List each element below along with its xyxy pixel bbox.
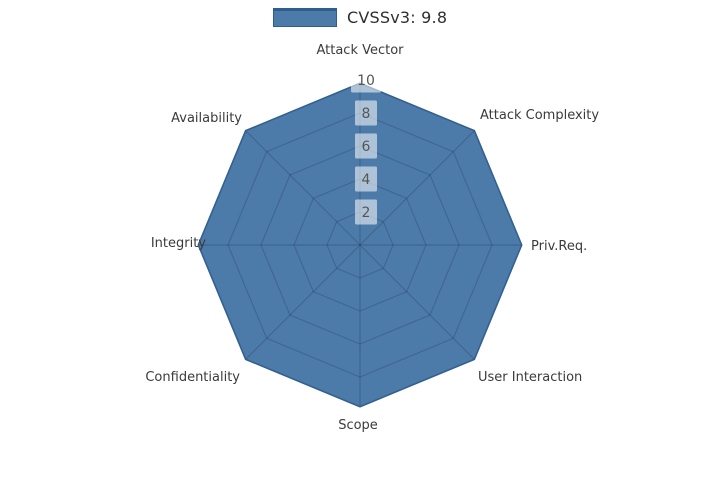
- axis-label-attack-complexity: Attack Complexity: [480, 108, 599, 123]
- data-polygon: [198, 83, 522, 407]
- radial-tick: 8: [355, 100, 377, 126]
- radial-tick: 10: [351, 67, 381, 93]
- grid-spoke: [359, 127, 478, 246]
- axis-label-integrity: Integrity: [151, 236, 206, 251]
- axis-label-availability: Availability: [171, 111, 242, 126]
- legend-label: CVSSv3: 9.8: [347, 8, 448, 27]
- axis-label-scope: Scope: [338, 418, 378, 433]
- radial-tick-label: 4: [362, 172, 371, 188]
- radial-tick: 2: [355, 199, 377, 225]
- grid-spoke: [242, 127, 361, 246]
- data-polygon-outline: [197, 82, 523, 408]
- radial-tick-box: [355, 100, 377, 126]
- radar-grid: [198, 83, 522, 407]
- axis-label-confidentiality: Confidentiality: [145, 370, 240, 385]
- axis-label-priv-req: Priv.Req.: [531, 239, 587, 254]
- radial-tick-box: [351, 67, 381, 93]
- axis-label-user-interaction: User Interaction: [478, 370, 582, 385]
- grid-ring: [293, 178, 427, 312]
- radial-tick-label: 10: [357, 73, 375, 89]
- radial-tick-label: 8: [362, 106, 371, 122]
- grid-spoke: [359, 244, 478, 363]
- grid-spoke: [242, 244, 361, 363]
- legend: CVSSv3: 9.8: [273, 8, 447, 27]
- legend-swatch: [273, 8, 337, 27]
- grid-ring: [260, 145, 460, 345]
- radial-tick-label: 2: [362, 205, 371, 221]
- radial-tick-box: [355, 199, 377, 225]
- grid-ring: [227, 112, 493, 378]
- radial-tick-label: 6: [362, 139, 371, 155]
- radial-tick: 6: [355, 133, 377, 159]
- radial-tick: 4: [355, 166, 377, 192]
- axis-label-attack-vector: Attack Vector: [316, 43, 404, 58]
- grid-ring: [326, 211, 394, 279]
- radial-tick-box: [355, 133, 377, 159]
- radial-tick-box: [355, 166, 377, 192]
